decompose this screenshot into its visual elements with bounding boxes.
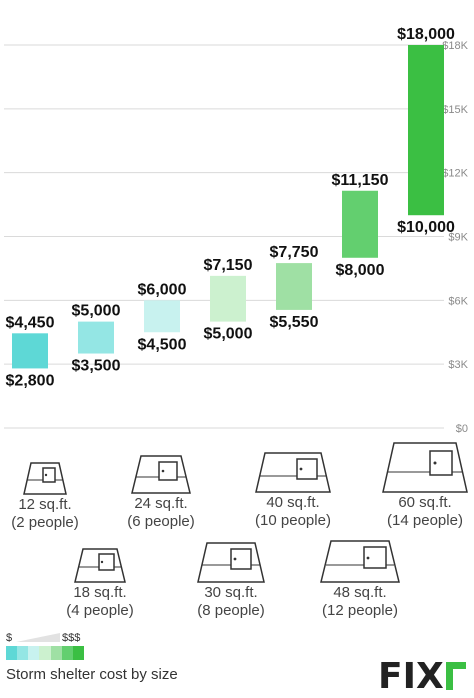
shelter-30sqft: 30 sq.ft. (8 people): [186, 540, 276, 620]
shelter-size-label: 24 sq.ft.: [134, 495, 188, 512]
fixr-logo: FIX: [378, 656, 466, 694]
range-bar: [210, 275, 246, 322]
range-bar: [12, 333, 48, 369]
bar-low-label: $10,000: [397, 219, 455, 236]
legend-swatch: [72, 646, 84, 660]
logo-text: FIX: [378, 656, 444, 694]
shelter-icon: [197, 542, 265, 583]
bar-labels: $4,450 $2,800 $5,000 $3,500 $6,000 $4,500 $7,1…: [6, 26, 455, 389]
shelter-size-label: 30 sq.ft.: [204, 584, 258, 601]
bar-high-label: $4,450: [6, 314, 55, 331]
shelter-60sqft: 60 sq.ft. (14 people): [378, 440, 472, 530]
shelter-size-label: 40 sq.ft.: [266, 494, 320, 511]
legend-color-scale: [6, 646, 84, 660]
shelter-people-label: (8 people): [197, 602, 265, 619]
y-tick-label: $12K: [442, 168, 468, 180]
legend-high-label: $$$: [62, 632, 81, 644]
range-bar: [78, 321, 114, 354]
shelter-12sqft: 12 sq.ft. (2 people): [0, 460, 90, 532]
y-tick-label: $0: [456, 423, 468, 435]
shelter-icon: [23, 462, 67, 495]
range-bar: [342, 190, 378, 258]
shelter-people-label: (2 people): [11, 514, 79, 531]
legend-swatch: [50, 646, 62, 660]
legend-low-label: $: [6, 632, 13, 644]
legend-swatch: [28, 646, 40, 660]
legend-swatch: [61, 646, 73, 660]
bar-high-label: $18,000: [397, 26, 455, 43]
shelter-size-label: 12 sq.ft.: [18, 496, 72, 513]
y-tick-label: $15K: [442, 104, 468, 116]
legend-swatch: [17, 646, 29, 660]
bar-high-label: $7,750: [270, 244, 319, 261]
bar-low-label: $2,800: [6, 372, 55, 389]
bar-low-label: $5,550: [270, 314, 319, 331]
shelter-icon: [255, 452, 331, 493]
cost-chart: $0 $3K $6K $9K $12K $15K $18K $4,450 $2,800 $5,0…: [4, 26, 469, 435]
shelter-18sqft: 18 sq.ft. (4 people): [55, 546, 145, 620]
bar-low-label: $4,500: [138, 336, 187, 353]
shelter-size-label: 60 sq.ft.: [398, 494, 452, 511]
y-tick-label: $18K: [442, 40, 468, 52]
shelter-people-label: (10 people): [255, 512, 331, 529]
bar-low-label: $5,000: [204, 326, 253, 343]
bar-high-label: $6,000: [138, 281, 187, 298]
range-bar: [408, 45, 444, 216]
shelter-size-label: 18 sq.ft.: [73, 584, 127, 601]
bar-low-label: $8,000: [336, 262, 385, 279]
legend-swatch: [6, 646, 18, 660]
shelter-people-label: (12 people): [322, 602, 398, 619]
shelter-icon: [382, 442, 468, 493]
shelter-size-label: 48 sq.ft.: [333, 584, 387, 601]
legend-wedge: [16, 633, 60, 642]
y-tick-label: $6K: [448, 295, 468, 307]
shelter-people-label: (6 people): [127, 513, 195, 530]
bar-low-label: $3,500: [72, 358, 121, 375]
shelter-icon: [320, 540, 400, 583]
range-bars: [12, 45, 444, 369]
shelter-icon: [74, 548, 126, 583]
shelter-people-label: (14 people): [387, 512, 463, 529]
shelter-48sqft: 48 sq.ft. (12 people): [315, 538, 405, 620]
bar-high-label: $5,000: [72, 303, 121, 320]
y-tick-label: $9K: [448, 232, 468, 244]
legend-swatch: [39, 646, 51, 660]
shelter-24sqft: 24 sq.ft. (6 people): [116, 453, 206, 531]
shelter-40sqft: 40 sq.ft. (10 people): [248, 450, 338, 530]
bar-high-label: $11,150: [332, 172, 389, 189]
y-axis-ticks: $0 $3K $6K $9K $12K $15K $18K: [442, 40, 468, 435]
shelter-icon: [131, 455, 191, 494]
y-tick-label: $3K: [448, 359, 468, 371]
chart-caption: Storm shelter cost by size: [6, 666, 178, 683]
bar-high-label: $7,150: [204, 257, 253, 274]
range-bar: [144, 300, 180, 333]
range-bar: [276, 263, 312, 310]
shelter-people-label: (4 people): [66, 602, 134, 619]
